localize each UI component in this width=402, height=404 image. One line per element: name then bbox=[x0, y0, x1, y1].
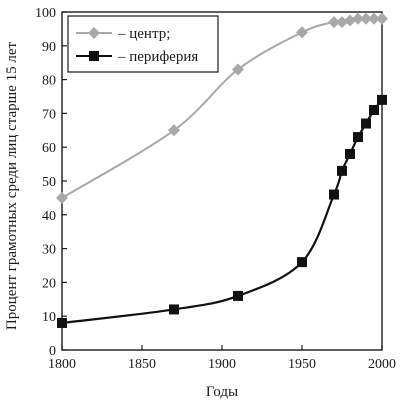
periphery-data-point bbox=[233, 290, 243, 301]
periphery-data-point bbox=[337, 165, 347, 176]
y-tick-label: 20 bbox=[42, 276, 56, 291]
center-data-point bbox=[344, 14, 356, 27]
y-tick-label: 60 bbox=[42, 141, 56, 156]
x-tick-label: 1850 bbox=[128, 357, 156, 372]
legend-marker-periphery bbox=[89, 51, 99, 61]
periphery-data-point bbox=[345, 148, 355, 159]
x-axis-ticks: 1800 1850 1900 1950 2000 bbox=[48, 345, 396, 372]
periphery-data-point bbox=[353, 132, 363, 143]
center-data-point bbox=[336, 16, 348, 29]
periphery-data-point bbox=[329, 189, 339, 200]
x-tick-label: 2000 bbox=[368, 357, 396, 372]
periphery-data-point bbox=[57, 317, 67, 328]
series-layer bbox=[56, 12, 388, 328]
legend: – центр; – периферия bbox=[67, 15, 219, 73]
center-data-point bbox=[352, 12, 364, 25]
y-tick-label: 0 bbox=[49, 344, 56, 359]
periphery-data-point bbox=[361, 118, 371, 129]
series-line-1 bbox=[61, 99, 383, 325]
legend-label-center: – центр; bbox=[117, 26, 170, 42]
y-axis-title: Процент грамотных среди лиц старше 15 ле… bbox=[4, 41, 20, 330]
x-tick-label: 1900 bbox=[208, 357, 236, 372]
center-data-point bbox=[296, 26, 308, 39]
x-tick-label: 1800 bbox=[48, 357, 76, 372]
x-axis-title: Годы bbox=[206, 384, 238, 400]
y-tick-label: 40 bbox=[42, 209, 56, 224]
center-data-point bbox=[232, 63, 244, 76]
center-data-point bbox=[360, 12, 372, 25]
periphery-data-point bbox=[169, 304, 179, 315]
y-tick-label: 70 bbox=[42, 107, 56, 122]
legend-box bbox=[67, 15, 219, 73]
center-data-point bbox=[56, 191, 68, 204]
legend-marker-center bbox=[88, 27, 100, 39]
y-tick-label: 30 bbox=[42, 243, 56, 258]
x-tick-label: 1950 bbox=[288, 357, 316, 372]
y-tick-label: 10 bbox=[42, 310, 56, 325]
y-tick-label: 80 bbox=[42, 74, 56, 89]
periphery-data-point bbox=[297, 257, 307, 268]
y-tick-label: 90 bbox=[42, 40, 56, 55]
y-axis-ticks: 0 10 20 30 40 50 60 70 80 90 100 bbox=[35, 6, 67, 359]
y-tick-label: 100 bbox=[35, 6, 56, 21]
center-data-point bbox=[368, 12, 380, 25]
periphery-data-point bbox=[377, 94, 387, 105]
periphery-data-point bbox=[369, 105, 379, 116]
legend-label-periphery: – периферия bbox=[117, 49, 198, 65]
center-data-point bbox=[328, 16, 340, 29]
y-tick-label: 50 bbox=[42, 175, 56, 190]
center-data-point bbox=[168, 124, 180, 137]
center-data-point bbox=[376, 12, 388, 25]
